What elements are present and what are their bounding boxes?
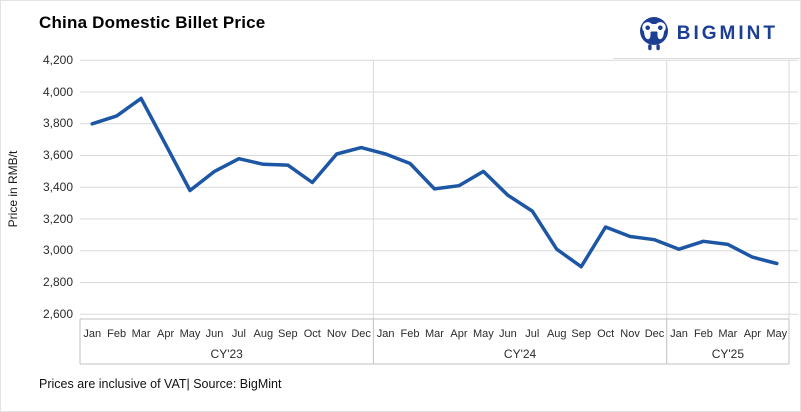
y-tick-label: 4,200: [42, 52, 73, 67]
x-tick-month-label: Feb: [107, 328, 127, 340]
x-tick-month-label: Apr: [450, 328, 468, 340]
x-tick-month-label: Mar: [718, 328, 738, 340]
x-tick-year-label: CY'25: [711, 347, 745, 361]
x-tick-month-label: Jan: [83, 328, 102, 340]
x-tick-year-label: CY'23: [210, 347, 243, 361]
x-tick-month-label: Mar: [131, 328, 151, 340]
logo-underline-divider: [613, 58, 800, 59]
y-tick-label: 3,800: [42, 116, 73, 131]
x-tick-month-label: Jul: [525, 328, 540, 340]
y-axis-title: Price in RMB/t: [6, 150, 20, 228]
x-tick-month-label: May: [179, 328, 201, 340]
chart-title: China Domestic Billet Price: [39, 13, 266, 32]
x-tick-month-label: Dec: [644, 328, 665, 340]
x-tick-month-label: Jun: [498, 328, 517, 340]
x-tick-month-label: Feb: [693, 328, 713, 340]
x-tick-month-label: Oct: [597, 328, 615, 340]
x-tick-month-label: Jun: [205, 328, 224, 340]
x-tick-year-label: CY'24: [503, 347, 537, 361]
x-tick-month-label: Sep: [278, 328, 298, 340]
x-tick-month-label: Nov: [620, 328, 640, 340]
source-note: Prices are inclusive of VAT| Source: Big…: [39, 377, 282, 391]
x-tick-month-label: May: [766, 328, 788, 340]
x-tick-month-label: Jan: [376, 328, 395, 340]
x-tick-month-label: Aug: [546, 328, 567, 340]
x-tick-month-label: Apr: [157, 328, 175, 340]
x-tick-month-label: Aug: [253, 328, 274, 340]
y-tick-label: 2,800: [42, 275, 73, 290]
x-tick-month-label: Mar: [425, 328, 444, 340]
x-tick-month-label: Sep: [571, 328, 591, 340]
y-tick-label: 4,000: [42, 84, 73, 99]
x-tick-month-label: May: [473, 328, 494, 340]
bigmint-logo-text: BIGMINT: [676, 23, 778, 44]
y-tick-label: 3,200: [42, 211, 73, 226]
x-tick-month-label: Nov: [326, 328, 347, 340]
x-tick-month-label: Dec: [351, 328, 371, 340]
y-tick-label: 3,400: [42, 179, 73, 194]
y-tick-label: 2,600: [42, 306, 73, 321]
x-tick-month-label: Apr: [743, 328, 761, 340]
x-tick-month-label: Jul: [231, 328, 246, 340]
x-tick-month-label: Oct: [303, 328, 321, 340]
price-line: [90, 96, 779, 269]
x-tick-month-label: Jan: [670, 328, 688, 340]
y-tick-label: 3,000: [42, 243, 73, 258]
bigmint-logo: BIGMINT: [638, 16, 778, 52]
bigmint-logo-icon: [638, 16, 670, 52]
y-tick-label: 3,600: [42, 148, 73, 163]
x-tick-month-label: Feb: [400, 328, 420, 340]
